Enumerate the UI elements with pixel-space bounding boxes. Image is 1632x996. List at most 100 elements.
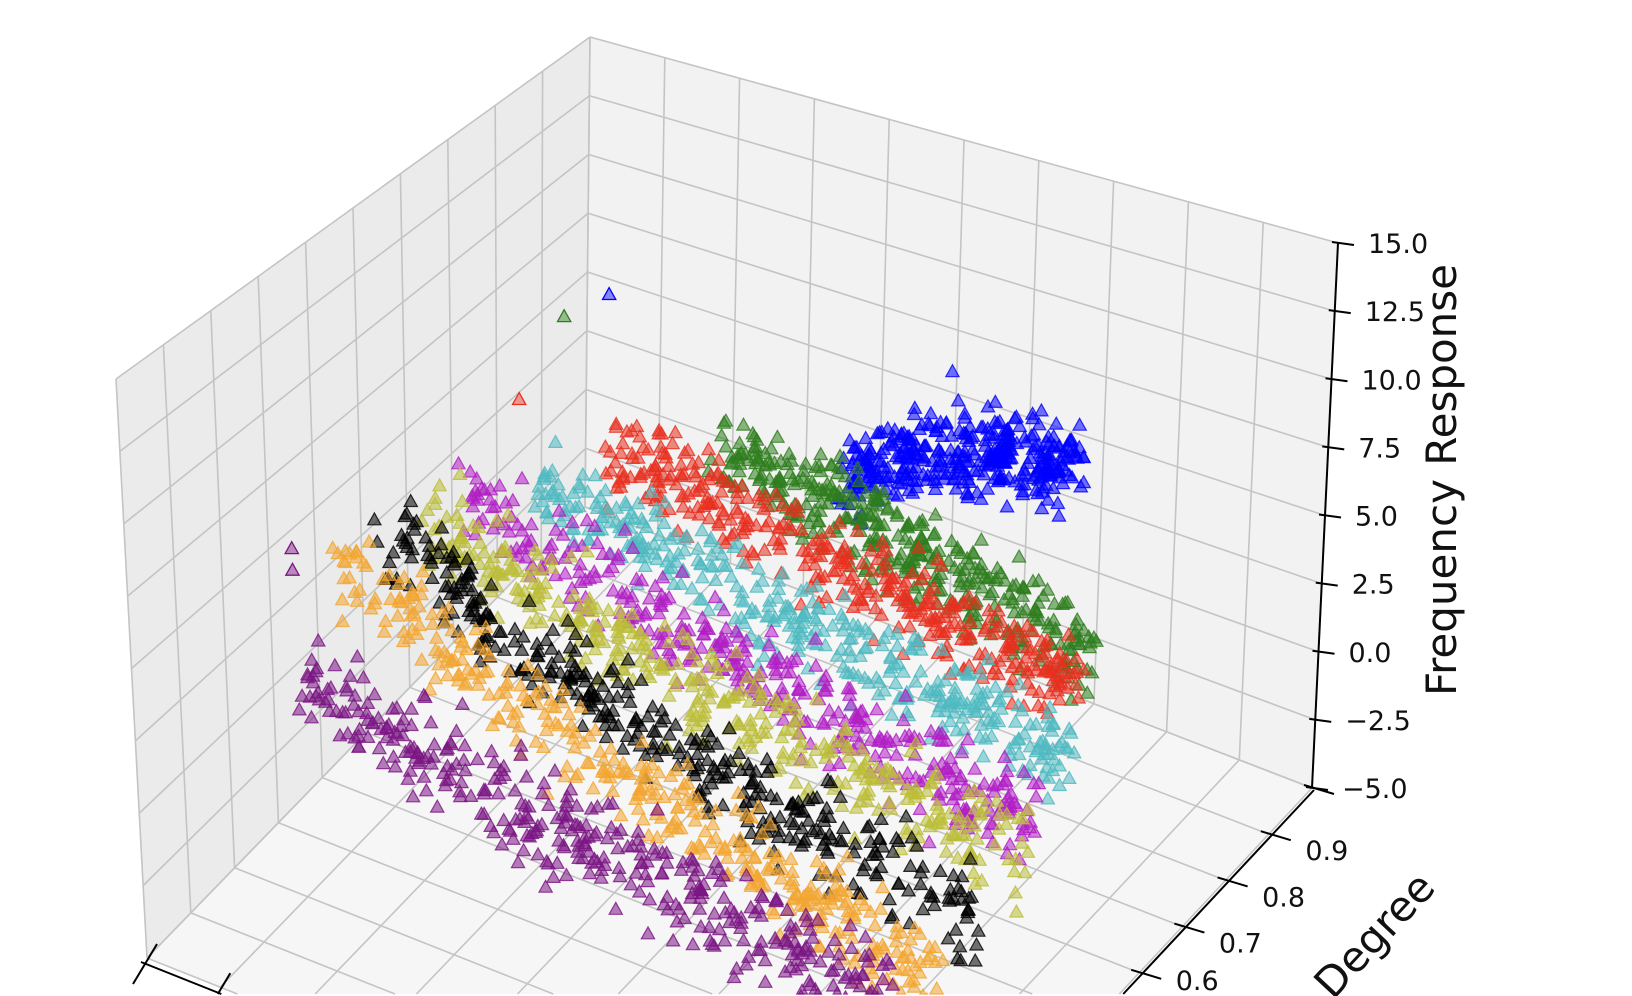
data-point bbox=[634, 572, 650, 587]
data-point bbox=[826, 486, 843, 501]
data-point bbox=[911, 421, 928, 435]
data-point bbox=[387, 758, 404, 773]
data-point bbox=[639, 665, 655, 680]
data-point bbox=[481, 686, 497, 701]
data-point bbox=[581, 531, 597, 546]
z-tick-label: −2.5 bbox=[1345, 706, 1411, 737]
data-point bbox=[531, 597, 547, 611]
data-point bbox=[858, 430, 874, 445]
data-point bbox=[1018, 649, 1034, 664]
data-point bbox=[458, 641, 475, 656]
data-point bbox=[812, 953, 828, 968]
data-point bbox=[573, 699, 589, 713]
data-point bbox=[898, 820, 915, 835]
left-grid-line bbox=[138, 388, 587, 814]
x-axis-line bbox=[140, 961, 222, 995]
back-grid-line bbox=[589, 36, 1339, 244]
data-point bbox=[593, 862, 610, 877]
data-point bbox=[751, 494, 767, 509]
data-point bbox=[990, 602, 1007, 617]
data-point bbox=[877, 744, 893, 759]
data-point bbox=[482, 481, 499, 496]
data-point bbox=[648, 786, 664, 801]
data-point bbox=[1061, 665, 1078, 680]
data-point bbox=[636, 767, 653, 782]
data-point bbox=[912, 876, 929, 891]
data-point bbox=[801, 515, 817, 530]
data-point bbox=[917, 612, 934, 627]
data-point bbox=[1067, 676, 1084, 691]
data-point bbox=[530, 696, 546, 711]
data-point bbox=[845, 665, 861, 680]
data-point bbox=[470, 676, 486, 691]
data-point bbox=[973, 491, 989, 505]
data-point bbox=[731, 463, 748, 478]
data-point bbox=[781, 697, 798, 711]
data-point bbox=[818, 589, 835, 604]
data-point bbox=[515, 628, 531, 643]
data-point bbox=[551, 649, 567, 663]
data-point bbox=[1051, 777, 1068, 792]
data-point bbox=[854, 555, 871, 570]
data-point bbox=[694, 569, 711, 584]
data-point bbox=[738, 956, 754, 971]
data-point bbox=[423, 714, 439, 729]
data-point bbox=[544, 560, 560, 574]
data-point bbox=[1019, 639, 1036, 654]
data-point bbox=[541, 539, 558, 554]
data-point bbox=[547, 434, 564, 448]
data-point bbox=[702, 496, 719, 511]
data-point bbox=[534, 816, 550, 831]
data-point bbox=[403, 700, 420, 715]
data-point bbox=[845, 494, 861, 509]
data-point bbox=[733, 762, 749, 777]
data-point bbox=[355, 669, 372, 684]
data-point bbox=[835, 658, 852, 673]
data-point bbox=[814, 919, 831, 934]
data-point bbox=[941, 805, 958, 820]
data-point bbox=[675, 498, 691, 513]
data-point bbox=[684, 645, 700, 660]
data-point bbox=[363, 600, 379, 615]
data-point bbox=[859, 786, 876, 801]
data-point bbox=[987, 836, 1003, 851]
data-point bbox=[633, 718, 649, 733]
floor-grid-line bbox=[718, 675, 1022, 995]
data-point bbox=[1022, 757, 1038, 772]
data-point bbox=[520, 657, 536, 672]
data-point bbox=[867, 748, 884, 763]
data-point bbox=[950, 392, 966, 407]
data-point bbox=[930, 725, 947, 740]
data-point bbox=[800, 543, 816, 558]
data-point bbox=[484, 717, 501, 732]
data-point bbox=[567, 643, 583, 657]
data-point bbox=[710, 766, 726, 781]
data-point bbox=[530, 486, 546, 500]
data-point bbox=[549, 855, 565, 869]
data-point bbox=[438, 741, 455, 756]
data-point bbox=[825, 711, 841, 726]
data-point bbox=[701, 919, 717, 934]
data-point bbox=[438, 654, 455, 669]
data-point bbox=[667, 678, 683, 692]
left-pane bbox=[116, 37, 590, 958]
floor-grid-line bbox=[278, 821, 713, 995]
data-point bbox=[1057, 739, 1073, 754]
data-point bbox=[734, 555, 750, 570]
data-point bbox=[403, 739, 419, 753]
data-point bbox=[294, 688, 310, 702]
data-point bbox=[510, 590, 527, 605]
data-point bbox=[814, 714, 830, 729]
data-point bbox=[1038, 637, 1054, 652]
data-point bbox=[1014, 483, 1031, 498]
data-point bbox=[917, 438, 933, 452]
data-point bbox=[990, 666, 1007, 681]
data-point bbox=[571, 476, 588, 491]
data-point bbox=[534, 785, 551, 800]
data-point bbox=[448, 723, 465, 738]
data-point bbox=[719, 850, 736, 864]
z-axis-tick bbox=[1331, 241, 1355, 246]
data-point bbox=[579, 543, 596, 558]
data-point bbox=[921, 595, 938, 610]
data-point bbox=[695, 708, 711, 723]
